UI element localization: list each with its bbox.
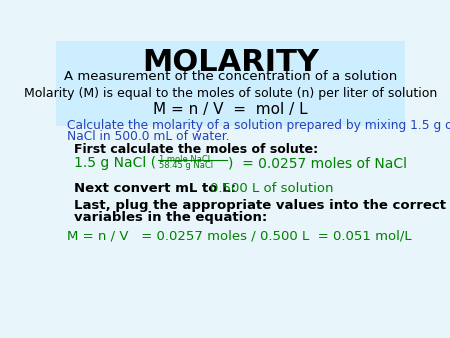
Text: Molarity (M) is equal to the moles of solute (n) per liter of solution: Molarity (M) is equal to the moles of so… (24, 88, 437, 100)
Text: 58.45 g NaCl: 58.45 g NaCl (159, 161, 213, 170)
Text: 0.500 L of solution: 0.500 L of solution (210, 183, 333, 195)
FancyBboxPatch shape (56, 41, 405, 126)
Text: NaCl in 500.0 mL of water.: NaCl in 500.0 mL of water. (67, 130, 230, 143)
Text: variables in the equation:: variables in the equation: (74, 211, 267, 224)
Text: Last, plug the appropriate values into the correct: Last, plug the appropriate values into t… (74, 199, 446, 212)
Text: 1.5 g NaCl (: 1.5 g NaCl ( (74, 156, 156, 170)
Text: MOLARITY: MOLARITY (142, 48, 319, 77)
Text: Calculate the molarity of a solution prepared by mixing 1.5 g of: Calculate the molarity of a solution pre… (67, 119, 450, 131)
Text: First calculate the moles of solute:: First calculate the moles of solute: (74, 143, 318, 156)
Text: )  = 0.0257 moles of NaCl: ) = 0.0257 moles of NaCl (228, 156, 407, 170)
Text: M = n / V   = 0.0257 moles / 0.500 L  = 0.051 mol/L: M = n / V = 0.0257 moles / 0.500 L = 0.0… (67, 229, 411, 242)
Text: Next convert mL to L:: Next convert mL to L: (74, 183, 236, 195)
Text: M = n / V  =  mol / L: M = n / V = mol / L (153, 102, 308, 117)
Text: A measurement of the concentration of a solution: A measurement of the concentration of a … (64, 71, 397, 83)
Text: 1 mole NaCl: 1 mole NaCl (159, 155, 210, 164)
